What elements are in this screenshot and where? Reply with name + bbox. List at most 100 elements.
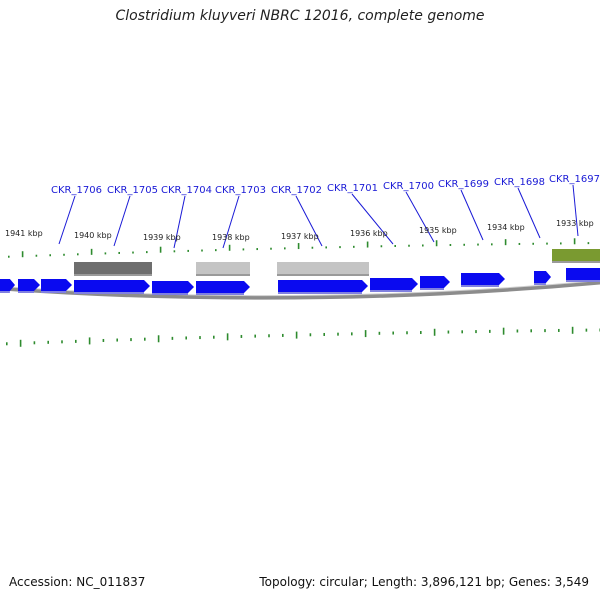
callout-line: [222, 195, 240, 249]
inner-tick: [88, 337, 91, 345]
inner-tick: [254, 334, 256, 338]
gene-label: CKR_1702: [271, 185, 322, 196]
feature-track: [74, 249, 600, 276]
outer-tick: [228, 244, 231, 251]
outer-tick: [380, 245, 383, 248]
callout-line: [517, 187, 541, 239]
feature-bar-shadow: [74, 274, 152, 276]
feature-bar-shadow: [196, 274, 250, 276]
gene-arrow-shadow: [420, 288, 444, 290]
outer-tick: [146, 251, 148, 254]
outer-tick: [311, 246, 314, 249]
inner-tick: [323, 332, 325, 336]
callout-line: [295, 195, 323, 247]
inner-tick: [585, 328, 588, 332]
gene-label: CKR_1697: [549, 174, 600, 185]
inner-tick: [157, 335, 160, 343]
gene-label: CKR_1700: [383, 181, 434, 192]
gene-callouts: [58, 184, 579, 249]
inner-tick: [558, 328, 560, 332]
inner-tick: [19, 339, 22, 347]
callout-line: [173, 195, 186, 249]
gene-arrow: [196, 281, 250, 293]
gene-labels: CKR_1706 CKR_1705 CKR_1704 CKR_1703 CKR_…: [51, 174, 600, 196]
callout-line: [58, 195, 76, 245]
outer-tick: [366, 241, 369, 248]
gene-arrow-shadow: [74, 292, 144, 294]
inner-tick: [33, 341, 36, 345]
outer-tick: [256, 248, 258, 251]
outer-tick: [132, 251, 134, 254]
inner-tick: [240, 334, 243, 338]
outer-tick: [477, 243, 479, 246]
inner-tick: [461, 330, 463, 334]
outer-tick: [422, 244, 424, 247]
outer-tick: [118, 251, 120, 254]
inner-tick: [447, 330, 450, 334]
kbp-label: 1935 kbp: [419, 226, 457, 235]
inner-tick: [406, 331, 408, 335]
gene-arrow: [74, 280, 150, 292]
inner-tick: [47, 340, 49, 344]
inner-tick: [282, 333, 284, 337]
outer-tick: [63, 253, 65, 256]
kbp-label: 1937 kbp: [281, 232, 319, 241]
outer-ticks: [8, 238, 590, 258]
callout-line: [572, 184, 579, 237]
kbp-label: 1938 kbp: [212, 233, 250, 242]
inner-tick: [171, 336, 174, 340]
inner-tick: [295, 331, 298, 339]
outer-tick: [187, 249, 189, 252]
outer-tick: [201, 249, 203, 252]
inner-tick: [213, 335, 215, 339]
feature-bar-shadow: [552, 261, 600, 263]
gene-arrow-shadow: [370, 290, 412, 292]
gene-arrow: [152, 281, 194, 293]
inner-tick: [199, 336, 201, 340]
outer-tick: [284, 247, 286, 250]
gene-arrow: [41, 279, 72, 291]
outer-tick: [394, 244, 396, 247]
outer-tick: [90, 248, 93, 255]
inner-tick: [130, 338, 132, 342]
outer-tick: [587, 242, 590, 245]
inner-tick: [489, 329, 491, 333]
gene-arrow-shadow: [534, 283, 546, 285]
inner-tick: [516, 329, 519, 333]
feature-bar-shadow: [277, 274, 369, 276]
gene-arrow: [370, 278, 418, 290]
gene-arrow: [461, 273, 505, 285]
accession-text: Accession: NC_011837: [9, 575, 146, 589]
outer-tick: [560, 242, 562, 245]
outer-tick: [173, 250, 176, 253]
inner-tick: [378, 331, 381, 335]
outer-tick: [8, 255, 10, 258]
outer-tick: [532, 242, 534, 245]
inner-ticks: [6, 326, 600, 347]
inner-tick: [309, 333, 312, 337]
outer-tick: [408, 244, 410, 247]
outer-tick: [518, 242, 521, 245]
outer-tick: [449, 244, 452, 247]
outer-tick: [435, 240, 438, 247]
gene-arrow: [278, 280, 368, 292]
kbp-labels: 1941 kbp 1940 kbp 1939 kbp 1938 kbp 1937…: [5, 219, 594, 242]
outer-tick: [49, 254, 51, 257]
callout-line: [460, 189, 484, 241]
feature-bar: [74, 262, 152, 274]
gene-arrow-shadow: [461, 285, 499, 287]
gene-arrow: [420, 276, 450, 288]
inner-tick: [475, 330, 477, 334]
callout-line: [405, 191, 435, 243]
kbp-label: 1934 kbp: [487, 223, 525, 232]
inner-tick: [226, 333, 229, 341]
inner-tick: [116, 338, 118, 342]
feature-bar: [277, 262, 369, 274]
outer-tick: [463, 243, 465, 246]
inner-tick: [530, 329, 532, 333]
outer-tick: [339, 246, 341, 249]
outer-tick: [297, 243, 300, 250]
callout-line: [113, 195, 131, 247]
gene-label: CKR_1705: [107, 185, 158, 196]
